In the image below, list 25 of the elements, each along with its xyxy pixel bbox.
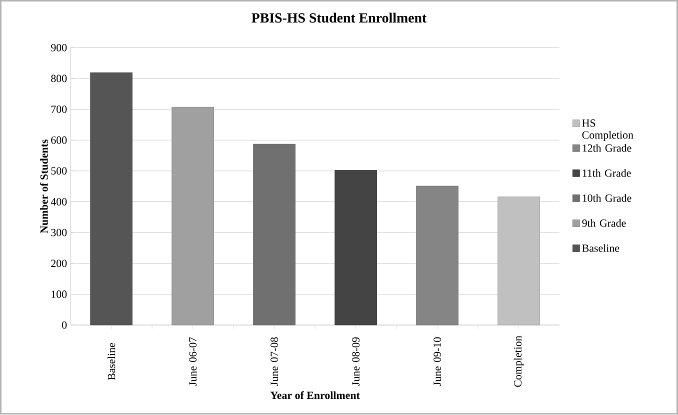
x-tick-label: June 06-07 (189, 337, 197, 386)
x-tick-label: June 08-09 (352, 338, 360, 386)
x-tick-label: Completion (514, 336, 524, 388)
x-tick-label: June 09-10 (434, 337, 441, 386)
y-axis-title: Number of Students (40, 140, 48, 234)
y-tick-label: 500 (51, 167, 67, 175)
y-tick-label: 400 (50, 198, 67, 206)
legend-label: 12th Grade (582, 144, 632, 152)
legend-label: 9th Grade (582, 219, 626, 228)
legend-label: Baseline (582, 244, 620, 252)
y-tick-label: 300 (51, 229, 67, 236)
legend-label: 11th Grade (582, 169, 631, 178)
x-axis-title: Year of Enrollment (270, 391, 360, 400)
chart-title: PBIS-HS Student Enrollment (252, 12, 427, 23)
y-tick-label: 700 (51, 106, 67, 114)
y-tick-label: 900 (51, 44, 67, 52)
y-tick-label: 100 (52, 290, 67, 298)
y-tick-label: 0 (62, 322, 67, 329)
y-tick-label: 200 (51, 260, 67, 268)
x-tick-label: Baseline (108, 343, 116, 380)
legend-label: HS Completion (582, 120, 634, 142)
y-tick-label: 600 (51, 136, 67, 144)
x-tick-label: June 07-08 (270, 337, 278, 386)
y-tick-label: 800 (51, 74, 67, 82)
legend-label: 10th Grade (582, 194, 632, 202)
